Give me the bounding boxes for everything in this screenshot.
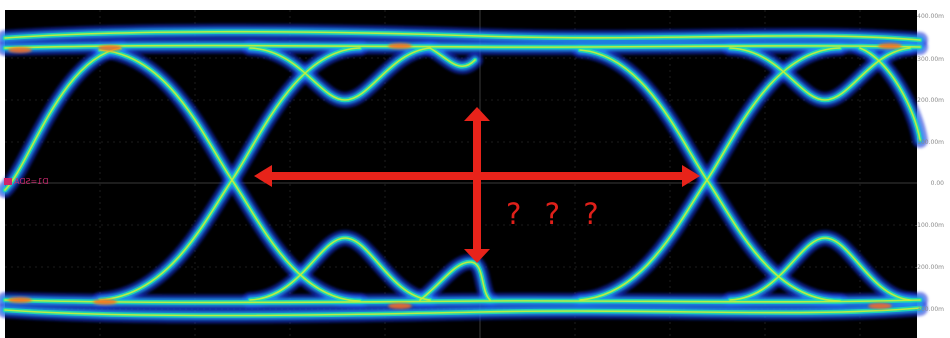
channel-marker: D1=SDA	[4, 177, 49, 186]
eye-trace	[4, 307, 921, 317]
trace-hotspot	[98, 45, 122, 51]
eye-trace	[99, 47, 361, 301]
y-axis-label: 400.00m	[917, 13, 944, 20]
eye-trace	[419, 261, 491, 301]
eye-trace	[429, 47, 476, 67]
y-axis-label: 0.00	[930, 180, 944, 187]
eye-trace	[859, 47, 921, 141]
arrow-head-down	[464, 249, 490, 263]
eye-trace	[249, 237, 431, 301]
trace-hotspot	[868, 303, 892, 309]
eye-trace	[4, 44, 921, 49]
arrow-head-up	[464, 107, 490, 121]
question-marks: ? ? ?	[506, 197, 601, 231]
trace-hotspot	[93, 299, 117, 305]
arrow-head-left	[254, 165, 272, 187]
channel-marker-label: D1=SDA	[14, 177, 49, 186]
eye-trace	[729, 237, 911, 301]
y-axis-label: 200.00m	[917, 97, 944, 104]
eye-trace	[249, 47, 431, 101]
eye-trace	[4, 299, 921, 304]
trace-hotspot	[878, 43, 902, 49]
trace-hotspot	[8, 297, 32, 303]
y-axis-label: -300.00m	[914, 306, 944, 313]
arrow-head-right	[682, 165, 700, 187]
trace-hotspot	[388, 43, 412, 49]
trace-hotspot	[8, 47, 32, 53]
eye-trace	[4, 47, 121, 191]
eye-traces	[0, 23, 928, 324]
vertical-double-arrow	[464, 107, 490, 263]
trace-layer	[4, 30, 921, 317]
trace-hotspot	[388, 303, 412, 309]
y-axis-label: 100.00m	[917, 139, 944, 146]
y-axis-label: -200.00m	[914, 264, 944, 271]
eye-trace	[4, 30, 921, 41]
eye-trace	[729, 47, 911, 101]
y-axis-label: -100.00m	[914, 222, 944, 229]
y-axis-label: 300.00m	[917, 56, 944, 63]
channel-color-swatch	[4, 178, 12, 185]
